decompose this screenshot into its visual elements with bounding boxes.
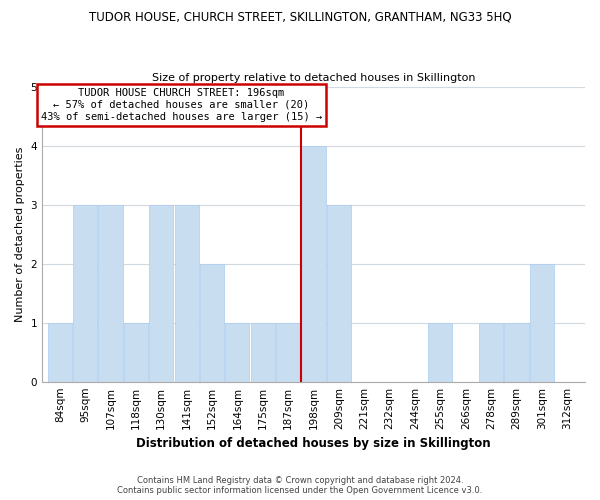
Bar bbox=[149, 204, 173, 382]
Title: Size of property relative to detached houses in Skillington: Size of property relative to detached ho… bbox=[152, 73, 475, 83]
Bar bbox=[327, 204, 351, 382]
Bar bbox=[175, 204, 199, 382]
Bar bbox=[505, 322, 529, 382]
Text: Contains HM Land Registry data © Crown copyright and database right 2024.
Contai: Contains HM Land Registry data © Crown c… bbox=[118, 476, 482, 495]
Bar bbox=[124, 322, 148, 382]
Bar bbox=[251, 322, 275, 382]
Bar bbox=[276, 322, 300, 382]
X-axis label: Distribution of detached houses by size in Skillington: Distribution of detached houses by size … bbox=[136, 437, 491, 450]
Text: TUDOR HOUSE, CHURCH STREET, SKILLINGTON, GRANTHAM, NG33 5HQ: TUDOR HOUSE, CHURCH STREET, SKILLINGTON,… bbox=[89, 10, 511, 23]
Y-axis label: Number of detached properties: Number of detached properties bbox=[15, 146, 25, 322]
Bar bbox=[530, 264, 554, 382]
Bar bbox=[73, 204, 97, 382]
Bar bbox=[98, 204, 122, 382]
Bar bbox=[48, 322, 72, 382]
Bar bbox=[428, 322, 452, 382]
Bar bbox=[301, 146, 326, 382]
Text: TUDOR HOUSE CHURCH STREET: 196sqm
← 57% of detached houses are smaller (20)
43% : TUDOR HOUSE CHURCH STREET: 196sqm ← 57% … bbox=[41, 88, 322, 122]
Bar bbox=[479, 322, 503, 382]
Bar bbox=[200, 264, 224, 382]
Bar bbox=[226, 322, 250, 382]
